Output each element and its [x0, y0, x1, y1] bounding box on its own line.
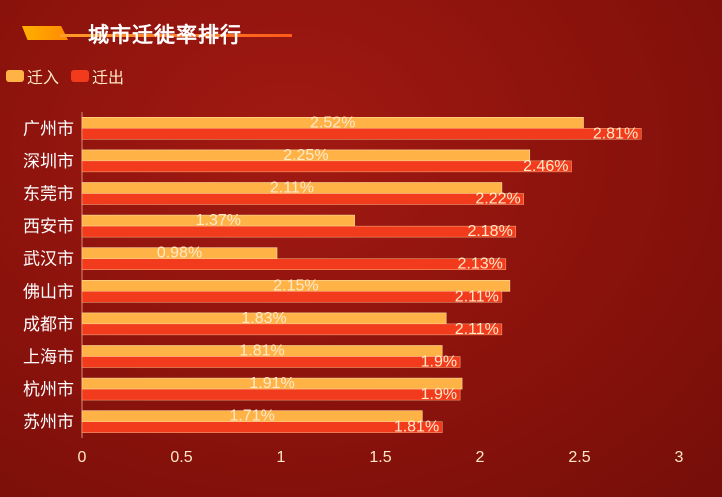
title-underline [60, 34, 292, 37]
bar-outbound[interactable] [81, 291, 503, 303]
x-tick-label: 0.5 [170, 449, 192, 466]
title-decoration [22, 26, 68, 40]
legend-item-inbound[interactable]: 迁入 [6, 64, 59, 88]
bar-outbound[interactable] [81, 160, 572, 173]
data-label-inbound: 0.98% [157, 245, 202, 262]
legend-label-outbound: 迁出 [92, 70, 125, 87]
data-label-outbound: 2.46% [523, 158, 568, 175]
data-label-outbound: 1.9% [421, 354, 457, 371]
data-label-outbound: 1.81% [394, 419, 439, 436]
category-label: 广州市 [23, 119, 74, 138]
data-label-outbound: 2.11% [455, 288, 499, 305]
bar-outbound[interactable] [81, 128, 642, 140]
data-label-inbound: 2.11% [270, 180, 314, 197]
legend-label-inbound: 迁入 [27, 70, 60, 87]
data-label-inbound: 1.37% [196, 212, 241, 229]
x-tick-label: 0 [78, 449, 87, 466]
category-label: 东莞市 [23, 185, 74, 204]
x-tick-label: 2.5 [568, 449, 590, 466]
data-label-inbound: 1.91% [249, 375, 294, 392]
x-tick-label: 2 [476, 449, 485, 466]
category-label: 苏州市 [23, 413, 74, 432]
bar-outbound[interactable] [81, 323, 503, 336]
category-label: 西安市 [23, 217, 74, 236]
bar-outbound[interactable] [81, 258, 507, 270]
data-label-inbound: 1.81% [239, 343, 284, 360]
category-label: 成都市 [23, 315, 74, 334]
legend: 迁入 迁出 [6, 64, 136, 88]
bar-outbound[interactable] [81, 388, 461, 401]
bar-outbound[interactable] [81, 356, 461, 368]
data-label-outbound: 2.22% [475, 191, 520, 208]
bar-outbound[interactable] [81, 225, 517, 238]
category-label: 佛山市 [23, 282, 74, 301]
bar-outbound[interactable] [81, 421, 443, 433]
category-label: 上海市 [23, 348, 74, 367]
bar-outbound[interactable] [81, 193, 524, 205]
data-label-outbound: 2.13% [457, 256, 502, 273]
x-tick-label: 1.5 [369, 449, 391, 466]
x-tick-label: 3 [675, 449, 684, 466]
x-tick-label: 1 [277, 449, 286, 466]
data-label-inbound: 1.83% [241, 310, 286, 327]
legend-item-outbound[interactable]: 迁出 [71, 64, 124, 88]
category-label: 武汉市 [23, 250, 74, 269]
data-label-inbound: 2.52% [310, 114, 355, 131]
data-label-outbound: 2.18% [467, 223, 512, 240]
category-label: 深圳市 [23, 152, 74, 171]
data-label-inbound: 1.71% [229, 408, 274, 425]
chart-title: 城市迁徙率排行 [88, 24, 242, 47]
data-label-outbound: 2.81% [593, 125, 638, 142]
legend-swatch-inbound [6, 70, 24, 82]
legend-swatch-outbound [71, 70, 90, 82]
data-label-inbound: 2.25% [283, 147, 328, 164]
chart-header: 城市迁徙率排行 [0, 0, 722, 60]
data-label-inbound: 2.15% [273, 277, 318, 294]
category-label: 杭州市 [23, 380, 74, 399]
data-label-outbound: 2.11% [455, 321, 499, 338]
data-label-outbound: 1.9% [421, 386, 457, 403]
